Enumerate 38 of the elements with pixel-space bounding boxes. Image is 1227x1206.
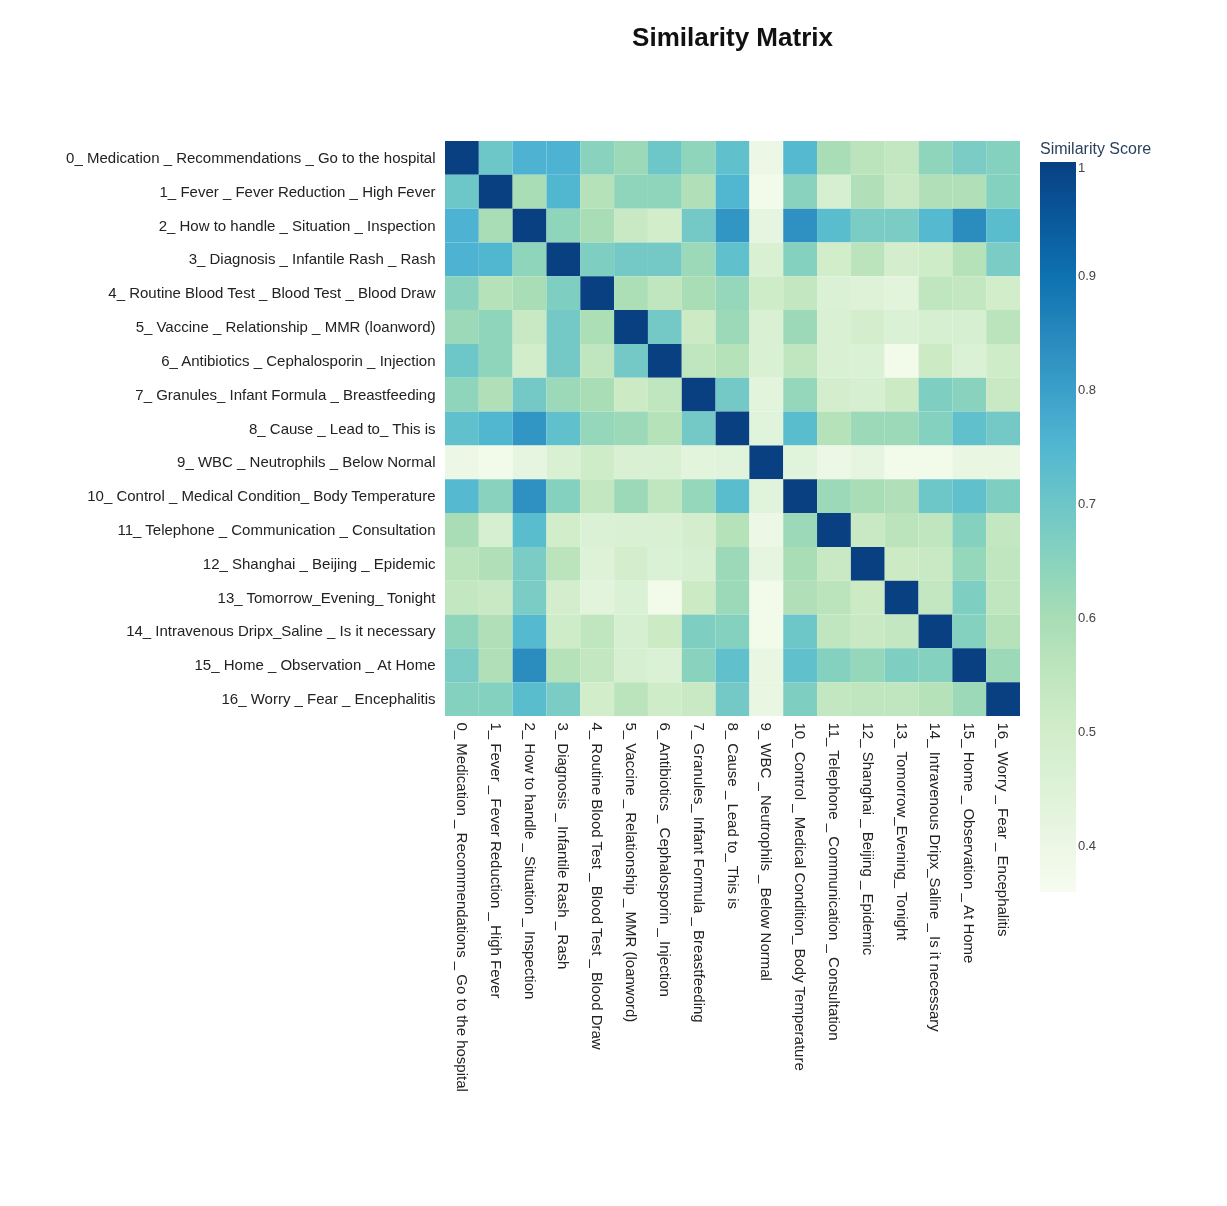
- x-tick-label: 15_ Home _ Observation _ At Home: [961, 722, 979, 964]
- y-tick-label: 16_ Worry _ Fear _ Encephalitis: [221, 690, 436, 708]
- y-tick-label: 11_ Telephone _ Communication _ Consultation: [117, 520, 436, 538]
- x-tick-label: 5_ Vaccine _ Relationship _ MMR (loanword): [623, 722, 641, 1023]
- y-tick-label: 5_ Vaccine _ Relationship _ MMR (loanword): [135, 318, 436, 336]
- color-bar-label: 0.8: [1078, 382, 1097, 398]
- y-tick-label: 1_ Fever _ Fever Reduction _ High Fever: [159, 182, 436, 200]
- y-tick-label: 13_ Tomorrow_Evening_ Tonight: [217, 588, 437, 606]
- x-tick-label: 13_ Tomorrow_Evening_ Tonight: [893, 722, 911, 942]
- y-tick-label: 14_ Intravenous Dripx_Saline _ Is it necessary: [126, 622, 436, 640]
- y-tick-label: 6_ Antibiotics _ Cephalosporin _ Injection: [161, 351, 436, 369]
- y-tick-label: 10_ Control _ Medical Condition_ Body Temperature: [87, 487, 436, 505]
- x-tick-label: 12_ Shanghai _ Beijing _ Epidemic: [859, 722, 877, 956]
- color-bar-label: 1: [1078, 160, 1086, 175]
- y-tick-label: 4_ Routine Blood Test _ Blood Test _ Blood Draw: [108, 284, 436, 302]
- x-tick-label: 14_ Intravenous Dripx_Saline _ Is it necessary: [927, 722, 945, 1033]
- y-tick-label: 15_ Home _ Observation _ At Home: [194, 656, 436, 674]
- chart-title: Similarity Matrix: [632, 22, 834, 52]
- color-bar-label: 0.9: [1078, 268, 1097, 284]
- color-bar-label: 0.6: [1078, 610, 1097, 626]
- legend-title: Similarity Score: [1040, 140, 1152, 157]
- y-tick-label: 3_ Diagnosis _ Infantile Rash _ Rash: [188, 250, 436, 268]
- y-tick-label: 0_ Medication _ Recommendations _ Go to the hospital: [66, 148, 436, 166]
- y-tick-label: 2_ How to handle _ Situation _ Inspection: [158, 216, 436, 234]
- color-bar-label: 0.4: [1078, 838, 1097, 854]
- x-tick-label: 7_ Granules_ Infant Formula _ Breastfeeding: [690, 722, 708, 1023]
- x-tick-label: 9_ WBC _ Neutrophils _ Below Normal: [758, 722, 776, 981]
- x-tick-label: 11_ Telephone _ Communication _ Consultation: [825, 722, 843, 1041]
- x-tick-label: 8_ Cause _ Lead to_ This is: [724, 722, 742, 910]
- y-tick-label: 9_ WBC _ Neutrophils _ Below Normal: [177, 453, 436, 471]
- y-tick-label: 7_ Granules_ Infant Formula _ Breastfeeding: [135, 385, 436, 403]
- color-bar-label: 0.7: [1078, 496, 1097, 512]
- color-bar-label: 0.5: [1078, 724, 1097, 740]
- x-tick-label: 10_ Control _ Medical Condition_ Body Temperature: [792, 722, 810, 1071]
- y-tick-label: 8_ Cause _ Lead to_ This is: [248, 419, 436, 437]
- x-tick-label: 16_ Worry _ Fear _ Encephalitis: [995, 722, 1013, 937]
- x-tick-label: 6_ Antibiotics _ Cephalosporin _ Injection: [656, 722, 674, 997]
- y-tick-label: 12_ Shanghai _ Beijing _ Epidemic: [202, 554, 436, 572]
